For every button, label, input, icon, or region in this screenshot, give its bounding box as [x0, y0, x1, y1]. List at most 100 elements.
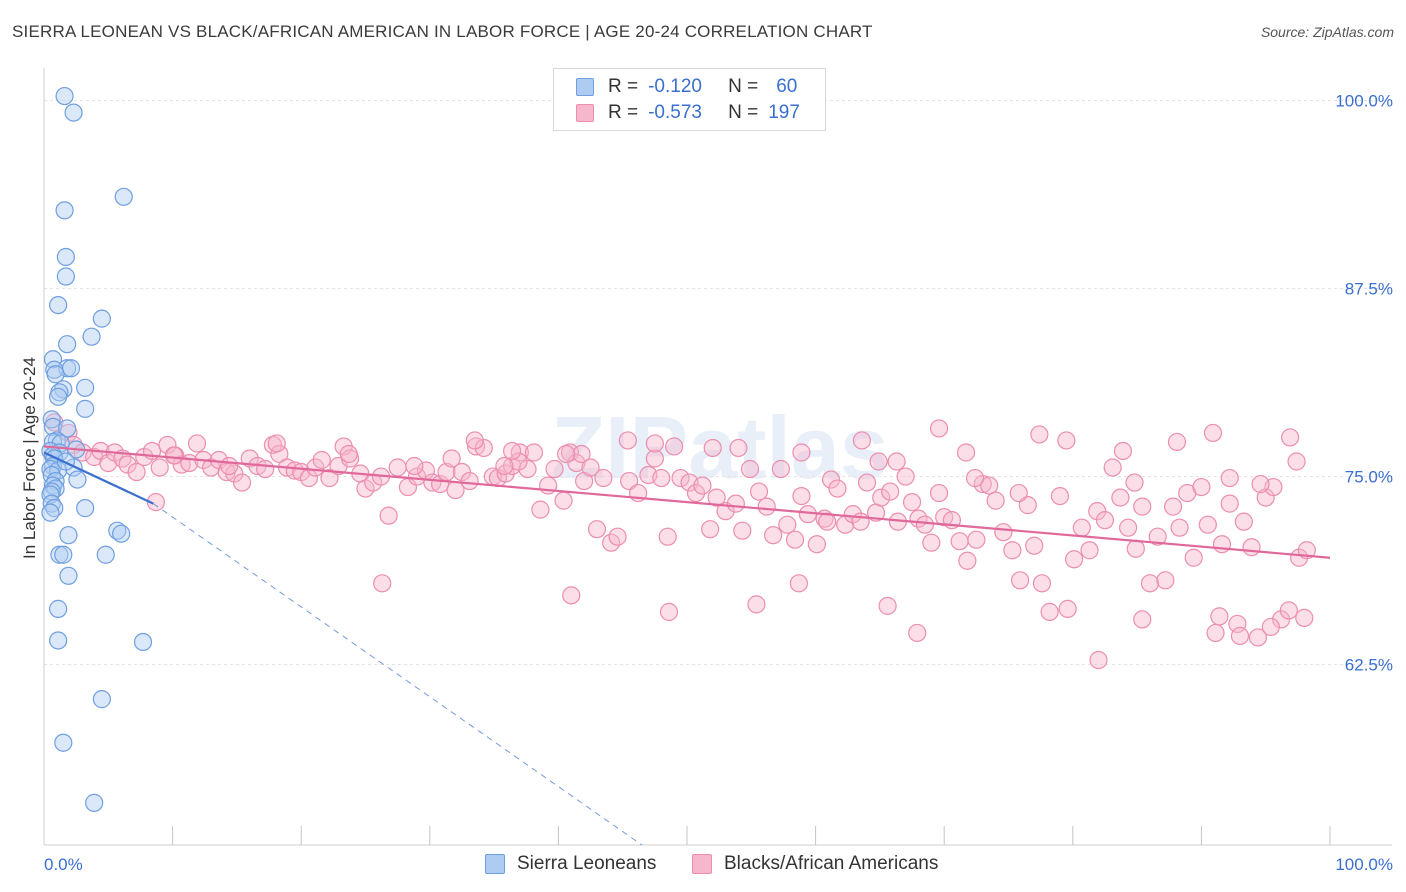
blue-point: [133, 632, 153, 652]
pink-point: [1118, 518, 1138, 537]
pink-point: [1220, 494, 1239, 513]
pink-point: [466, 437, 486, 456]
pink-point: [1234, 512, 1253, 531]
pink-point: [442, 449, 461, 468]
pink-point: [567, 453, 586, 473]
blue-point: [76, 499, 95, 518]
pink-point: [1148, 527, 1167, 546]
pink-point: [285, 461, 304, 480]
pink-point: [1287, 452, 1306, 471]
pink-point: [423, 473, 442, 492]
pink-point: [1281, 428, 1300, 447]
pink-point: [869, 452, 888, 471]
pink-point: [127, 462, 146, 482]
blue-point: [42, 410, 61, 429]
pink-point: [1248, 628, 1268, 647]
blue-point: [49, 387, 68, 406]
legend-swatch-blue: [576, 78, 594, 96]
y-axis-label: In Labor Force | Age 20-24: [20, 357, 39, 559]
blue-point: [56, 247, 75, 267]
pink-point: [1210, 607, 1229, 626]
pink-point: [1206, 623, 1225, 643]
pink-point: [1025, 536, 1044, 555]
blue-point: [56, 267, 75, 286]
blue-point: [82, 327, 101, 346]
pink-point: [652, 468, 671, 488]
pink-point: [1140, 574, 1160, 593]
y-tick-label: 62.5%: [1345, 656, 1393, 675]
blue-point: [64, 103, 83, 122]
pink-point: [407, 467, 427, 486]
pink-point: [1089, 650, 1108, 670]
blue-point: [55, 201, 74, 220]
pink-series: [45, 413, 1316, 670]
pink-point: [958, 551, 977, 570]
pink-point: [1242, 538, 1261, 557]
pink-point: [1072, 518, 1091, 537]
blue-point: [49, 295, 68, 315]
pink-point: [740, 459, 760, 479]
blue-point: [112, 524, 131, 543]
pink-point: [950, 532, 969, 551]
pink-point: [792, 486, 811, 506]
source-label: Source: ZipAtlas.com: [1260, 24, 1394, 40]
pink-point: [1170, 518, 1189, 537]
pink-point: [388, 458, 407, 477]
pink-point: [1125, 473, 1144, 492]
blue-point: [59, 526, 78, 545]
pink-point: [1030, 425, 1049, 444]
blue-series: [41, 86, 153, 812]
pink-point: [967, 530, 986, 549]
pink-point: [312, 450, 331, 470]
pink-point: [908, 623, 927, 643]
pink-point: [1167, 432, 1187, 452]
pink-point: [1184, 548, 1203, 567]
pink-point: [503, 441, 522, 461]
chart-title: SIERRA LEONEAN VS BLACK/AFRICAN AMERICAN…: [12, 22, 873, 41]
watermark: ZIPatlas: [551, 398, 888, 497]
pink-point: [373, 574, 392, 593]
pink-point: [645, 434, 664, 453]
legend-n-value: 60: [776, 76, 798, 97]
pink-point: [764, 526, 783, 545]
pink-point: [267, 434, 286, 453]
pink-point: [405, 456, 424, 476]
pink-point: [339, 444, 358, 464]
legend-r-value: -0.120: [648, 76, 702, 97]
pink-point: [693, 476, 712, 495]
pink-point: [852, 431, 871, 450]
pink-point: [878, 596, 897, 615]
pink-point: [1126, 539, 1145, 558]
legend-r-label: R =: [608, 76, 639, 97]
bottom-legend-pink-label: Blacks/African Americans: [724, 853, 939, 874]
pink-point: [510, 443, 529, 462]
pink-point: [902, 493, 922, 512]
pink-point: [828, 479, 847, 498]
blue-point: [46, 365, 65, 384]
pink-point: [757, 497, 776, 516]
blue-point: [50, 545, 69, 564]
pink-point: [896, 467, 915, 486]
pink-point: [557, 444, 576, 464]
pink-point: [1133, 497, 1152, 516]
pink-point: [240, 449, 259, 468]
pink-point: [729, 438, 748, 458]
pink-point: [1230, 626, 1250, 646]
pink-point: [843, 505, 862, 524]
blue-point: [76, 399, 95, 418]
pink-point: [465, 431, 484, 450]
blue-point: [49, 631, 68, 650]
pink-point: [1080, 541, 1099, 560]
blue-point: [55, 86, 74, 106]
pink-point: [1198, 515, 1217, 534]
pink-point: [146, 493, 165, 512]
bottom-swatch-blue: [485, 854, 505, 874]
blue-point: [68, 470, 87, 489]
pink-point: [733, 521, 752, 540]
pink-point: [270, 444, 289, 464]
bottom-swatch-pink: [692, 854, 712, 874]
pink-point: [707, 488, 726, 507]
pink-point: [726, 494, 745, 513]
pink-point: [320, 468, 339, 488]
x-tick-label: 0.0%: [44, 855, 83, 874]
